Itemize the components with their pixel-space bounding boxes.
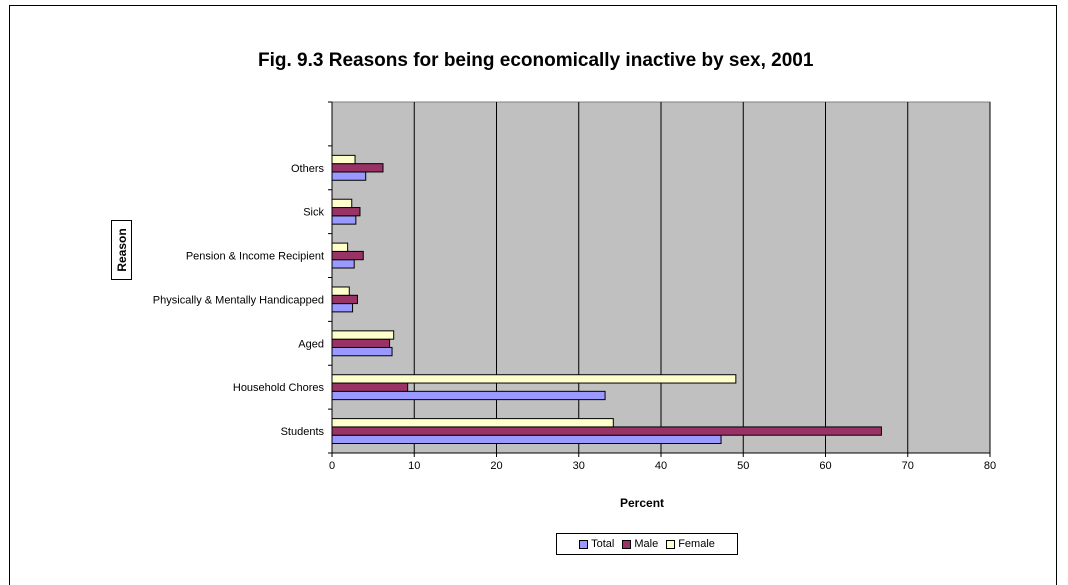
bar-female: [331, 330, 395, 340]
legend-swatch-total: [579, 539, 589, 549]
x-tick-label: 40: [655, 460, 667, 472]
x-tick-label: 20: [490, 460, 502, 472]
bar-male: [331, 338, 391, 348]
x-axis-label: Percent: [620, 496, 665, 510]
x-tick-label: 50: [737, 460, 749, 472]
legend-item-total: Total: [579, 538, 614, 550]
x-tick-label: 60: [819, 460, 831, 472]
legend-item-female: Female: [666, 538, 715, 550]
bar-female: [331, 418, 614, 428]
bar-chart: 0 10 20 30 40 50 60 70 80 Students Household Chore…: [153, 101, 996, 472]
bar-male: [331, 250, 364, 261]
bar-female: [331, 286, 350, 296]
chart-frame: [9, 5, 1057, 585]
category-label: Aged: [298, 338, 324, 350]
x-tick-label: 30: [573, 460, 585, 472]
bar-male: [331, 382, 409, 392]
bar-male: [331, 163, 384, 173]
x-tick-label: 70: [902, 460, 914, 472]
bar-total: [331, 434, 722, 445]
legend-swatch-female: [666, 539, 676, 549]
bar-female: [331, 198, 353, 209]
bar-total: [331, 303, 354, 313]
category-label: Students: [281, 426, 325, 438]
legend-swatch-male: [622, 539, 632, 549]
bar-male: [331, 426, 882, 436]
category-label: Household Chores: [233, 382, 325, 394]
legend-label-female: Female: [678, 538, 715, 550]
legend: Total Male Female: [556, 533, 738, 555]
legend-label-male: Male: [634, 538, 659, 550]
y-axis-label: Reason: [114, 228, 129, 272]
chart-title: Fig. 9.3 Reasons for being economically …: [258, 50, 814, 71]
bar-female: [331, 154, 356, 165]
bar-male: [331, 207, 361, 217]
bar-total: [331, 215, 357, 225]
category-label: Pension & Income Recipient: [186, 251, 324, 263]
x-tick-label: 80: [984, 460, 996, 472]
legend-label-total: Total: [591, 538, 615, 550]
bar-total: [331, 259, 355, 269]
bar-total: [331, 390, 606, 401]
legend-item-male: Male: [622, 538, 658, 550]
bar-female: [331, 374, 737, 384]
bar-male: [331, 294, 358, 305]
category-label: Sick: [303, 207, 324, 219]
y-axis-label-box: Reason: [111, 220, 132, 280]
category-label: Physically & Mentally Handicapped: [153, 294, 324, 306]
x-tick-label: 0: [329, 460, 335, 472]
bar-total: [331, 171, 367, 181]
bar-female: [331, 242, 349, 252]
bar-total: [331, 346, 393, 357]
category-label: Others: [291, 163, 325, 175]
x-tick-label: 10: [408, 460, 420, 472]
